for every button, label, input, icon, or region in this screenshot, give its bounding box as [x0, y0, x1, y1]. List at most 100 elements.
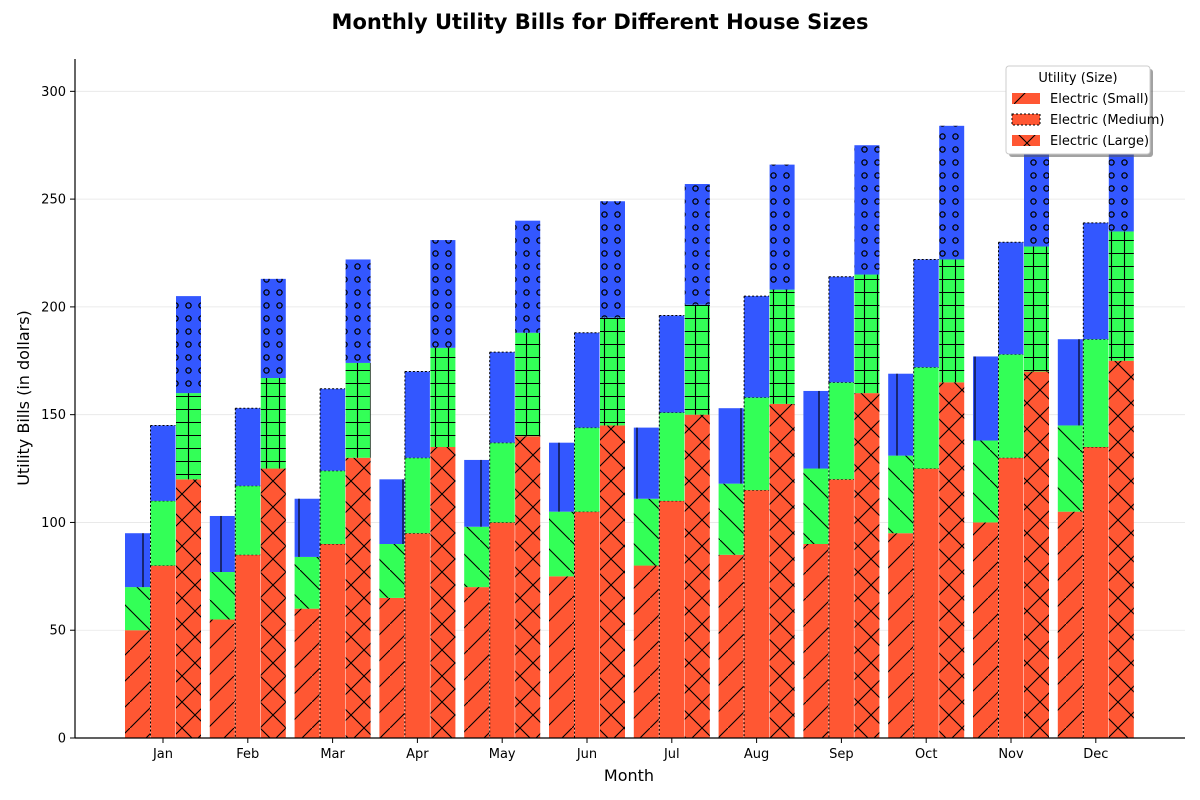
bar-hatch: [684, 414, 710, 738]
axes: [74, 59, 1185, 739]
bar-hatch: [430, 447, 456, 738]
y-tick-label: 50: [49, 624, 66, 639]
x-tick-label: Nov: [998, 747, 1024, 762]
bar-hatch: [379, 544, 405, 598]
bar-hatch: [209, 515, 235, 573]
y-tick-label: 250: [41, 193, 66, 208]
x-tick-label: Dec: [1083, 747, 1108, 762]
bar-hatch: [1057, 511, 1083, 738]
bar-jun-medium-third: [574, 332, 600, 428]
bar-hatch: [718, 554, 744, 738]
bar-hatch: [769, 403, 795, 738]
bar-jul-medium-third: [659, 315, 685, 413]
bar-hatch: [125, 630, 150, 738]
bar-nov-medium-third: [998, 242, 1024, 355]
chart-title: Monthly Utility Bills for Different Hous…: [331, 10, 869, 34]
bar-hatch: [1108, 231, 1134, 361]
bar-hatch: [803, 544, 829, 738]
bar-dec-medium-second: [1083, 339, 1109, 447]
bar-hatch: [1024, 246, 1049, 372]
bar-hatch: [854, 145, 880, 275]
bar-oct-medium-second: [913, 367, 939, 469]
tick-labels: 0 50 100 150 200 250 300 Jan Feb Mar Apr May Jun Jul A…: [41, 85, 1108, 762]
bar-hatch: [1108, 360, 1134, 738]
x-tick-label: Apr: [406, 747, 429, 762]
legend: Utility (Size) Electric (Small) Electric …: [1005, 65, 1164, 157]
x-tick-label: May: [489, 747, 516, 762]
bar-aug-medium-electric: [744, 490, 770, 738]
bar-jan-medium-third: [150, 425, 176, 501]
bar-hatch: [939, 125, 965, 260]
bar-aug-medium-second: [744, 397, 770, 491]
bar-jun-medium-electric: [574, 511, 600, 738]
bar-oct-medium-electric: [913, 468, 939, 738]
bar-hatch: [176, 479, 201, 738]
bar-may-medium-third: [489, 352, 515, 443]
bar-hatch: [260, 278, 286, 379]
bar-sep-medium-electric: [828, 479, 854, 738]
x-tick-label: Aug: [744, 747, 769, 762]
bar-hatch: [430, 347, 456, 447]
x-tick-label: Oct: [915, 747, 937, 762]
bar-hatch: [888, 455, 914, 534]
bar-oct-medium-third: [913, 259, 939, 368]
y-tick-label: 0: [58, 732, 66, 747]
bar-hatch: [430, 240, 456, 348]
bar-nov-medium-electric: [998, 457, 1024, 738]
bar-hatch: [888, 373, 914, 456]
bar-hatch: [464, 587, 490, 738]
bar-hatch: [260, 468, 286, 738]
bar-hatch: [973, 440, 998, 523]
bar-hatch: [549, 576, 574, 738]
bar-hatch: [718, 483, 744, 555]
bar-hatch: [684, 184, 710, 305]
x-tick-label: Jul: [663, 747, 680, 762]
bar-hatch: [294, 556, 320, 609]
bar-hatch: [515, 332, 541, 437]
bar-feb-medium-electric: [235, 554, 261, 738]
bar-hatch: [718, 408, 744, 484]
bar-hatch: [633, 565, 659, 738]
legend-swatch-hatch: [1012, 93, 1040, 104]
bar-hatch: [803, 468, 829, 544]
legend-swatch-hatch: [1011, 113, 1041, 126]
bar-hatch: [600, 425, 625, 738]
bar-hatch: [464, 459, 490, 527]
x-tick-label: Mar: [320, 747, 345, 762]
bars: [125, 89, 1134, 738]
bar-aug-medium-third: [744, 296, 770, 398]
bar-mar-medium-second: [320, 470, 346, 544]
bar-apr-medium-third: [404, 371, 430, 458]
legend-label: Electric (Medium): [1050, 113, 1164, 128]
y-axis-label: Utility Bills (in dollars): [14, 310, 33, 486]
bar-hatch: [854, 393, 880, 738]
bar-hatch: [125, 533, 150, 588]
x-tick-label: Sep: [829, 747, 854, 762]
bar-hatch: [260, 378, 286, 469]
bar-may-medium-electric: [489, 522, 515, 738]
bar-jul-medium-electric: [659, 500, 685, 738]
y-tick-label: 100: [41, 516, 66, 531]
bar-jan-medium-electric: [150, 565, 176, 738]
bar-hatch: [803, 390, 829, 469]
bar-dec-medium-electric: [1083, 447, 1109, 738]
legend-label: Electric (Small): [1050, 92, 1149, 107]
bar-sep-medium-second: [828, 382, 854, 480]
bar-hatch: [888, 533, 914, 738]
bar-nov-medium-second: [998, 354, 1024, 458]
legend-label: Electric (Large): [1050, 134, 1149, 149]
bar-hatch: [125, 587, 150, 631]
bar-hatch: [176, 296, 201, 394]
bar-hatch: [549, 442, 574, 512]
bar-hatch: [379, 597, 405, 738]
bar-hatch: [633, 498, 659, 566]
bar-mar-medium-electric: [320, 544, 346, 738]
bar-hatch: [294, 608, 320, 738]
bar-hatch: [294, 498, 320, 557]
bar-dec-medium-third: [1083, 222, 1109, 340]
bar-hatch: [939, 382, 965, 738]
y-tick-label: 150: [41, 408, 66, 423]
legend-swatch: [1012, 114, 1040, 125]
bar-hatch: [769, 164, 795, 290]
